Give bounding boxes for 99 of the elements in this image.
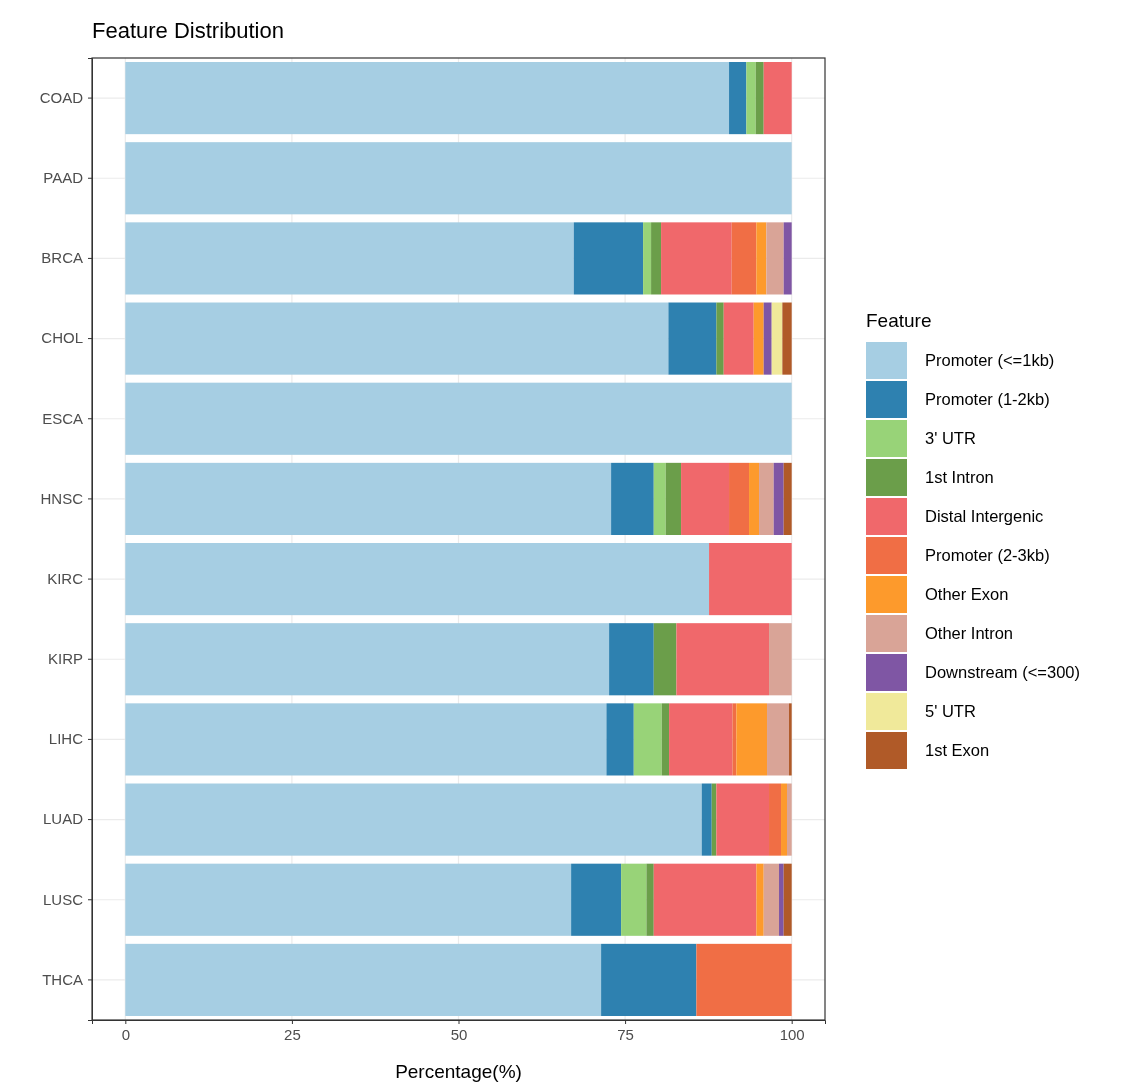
bar [753, 302, 764, 375]
bar [779, 863, 784, 936]
bar [609, 623, 654, 696]
bar [676, 623, 770, 696]
bar [653, 863, 757, 936]
bar [661, 703, 670, 776]
y-tick-label: LIHC [48, 730, 84, 748]
bar [755, 62, 764, 135]
bar [787, 783, 792, 856]
bar [763, 863, 780, 936]
legend-label: Other Intron [925, 624, 1014, 642]
bar [763, 302, 772, 375]
bar [125, 62, 730, 135]
y-tick-label: BRCA [41, 249, 83, 267]
bar [125, 543, 710, 616]
bar [783, 462, 792, 535]
bar [782, 302, 792, 375]
bar [125, 382, 792, 455]
legend-label: Distal Intergenic [925, 507, 1044, 525]
legend-label: Promoter (<=1kb) [925, 351, 1055, 369]
bar [701, 783, 712, 856]
bar [769, 623, 792, 696]
y-tick-label: THCA [42, 970, 83, 988]
bar [783, 863, 792, 936]
bar [633, 703, 662, 776]
x-tick-label: 0 [121, 1025, 130, 1043]
bar [651, 222, 662, 295]
y-tick-label: LUSC [42, 890, 84, 908]
y-tick-label: KIRP [47, 650, 83, 668]
bar [621, 863, 647, 936]
legend-label: Downstream (<=300) [925, 663, 1080, 681]
bar [125, 462, 612, 535]
legend-label: Promoter (1-2kb) [925, 390, 1050, 408]
bar [759, 462, 774, 535]
bar [763, 62, 792, 135]
bar [773, 462, 784, 535]
y-tick-label: LUAD [42, 810, 84, 828]
chart-title: Feature Distribution [92, 18, 284, 43]
bar [125, 863, 572, 936]
legend-label: 5' UTR [925, 702, 976, 720]
bar [736, 703, 768, 776]
legend-label: Other Exon [925, 585, 1009, 603]
bar [732, 703, 737, 776]
bar [746, 62, 756, 135]
x-tick-label: 75 [617, 1025, 634, 1043]
legend-label: Promoter (2-3kb) [925, 546, 1050, 564]
bar [723, 302, 754, 375]
bar [767, 703, 790, 776]
bar [668, 302, 717, 375]
x-tick-label: 25 [284, 1025, 301, 1043]
bar [729, 62, 747, 135]
bar [125, 703, 607, 776]
x-tick-label: 100 [779, 1025, 805, 1043]
bar [749, 462, 760, 535]
y-tick-label: PAAD [43, 169, 84, 187]
legend-title: Feature [866, 310, 932, 331]
bar [669, 703, 733, 776]
legend-label: 1st Exon [925, 741, 990, 759]
bar [646, 863, 654, 936]
bar [125, 623, 610, 696]
y-tick-label: ESCA [42, 409, 83, 427]
bar [571, 863, 622, 936]
bar [573, 222, 644, 295]
bar [661, 222, 732, 295]
bar [771, 302, 783, 375]
bar [125, 783, 702, 856]
x-tick-label: 50 [450, 1025, 468, 1043]
bar [125, 222, 574, 295]
bar [716, 783, 770, 856]
bar [653, 462, 666, 535]
bar [601, 943, 697, 1016]
bar [789, 703, 792, 776]
bar [709, 543, 792, 616]
bar [716, 302, 724, 375]
bar [731, 222, 757, 295]
bar [783, 222, 792, 295]
bar [125, 142, 792, 215]
y-tick-label: CHOL [41, 329, 83, 347]
legend-label: 1st Intron [925, 468, 994, 486]
bar [729, 462, 750, 535]
bar [766, 222, 784, 295]
y-tick-label: HNSC [40, 489, 84, 507]
y-tick-label: COAD [39, 88, 84, 106]
bar [125, 302, 669, 375]
y-tick-label: KIRC [47, 569, 84, 587]
bar [681, 462, 730, 535]
bar [606, 703, 634, 776]
bar [756, 222, 767, 295]
bar [611, 462, 654, 535]
bar [665, 462, 682, 535]
legend-label: 3' UTR [925, 429, 976, 447]
bar [125, 943, 602, 1016]
bar [781, 783, 788, 856]
x-axis-title: Percentage(%) [395, 1061, 522, 1082]
bar [653, 623, 677, 696]
bar [756, 863, 764, 936]
bar [696, 943, 792, 1016]
bar [643, 222, 652, 295]
bar [769, 783, 782, 856]
